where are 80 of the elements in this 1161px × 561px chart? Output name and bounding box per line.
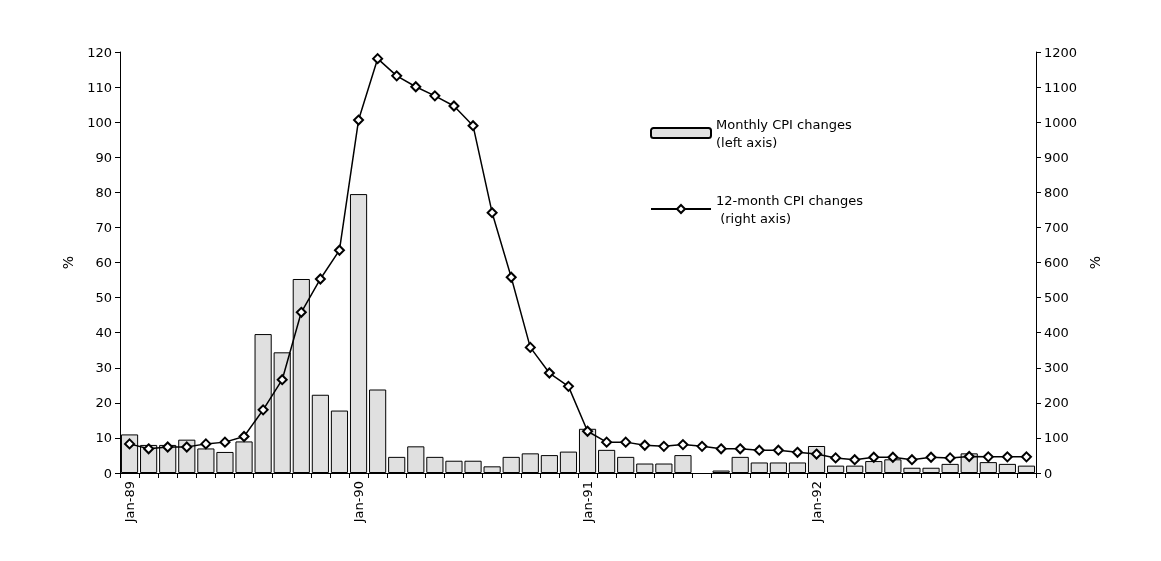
point <box>162 441 174 453</box>
y2-tick-label: 800 <box>1044 184 1069 200</box>
point <box>601 436 613 448</box>
point <box>124 438 136 450</box>
y2-tick-label: 1100 <box>1044 79 1078 95</box>
x-tick-label: Jan-92 <box>809 481 825 524</box>
y2-tick-label: 500 <box>1044 290 1069 306</box>
y-axis-title: % <box>60 255 76 270</box>
point <box>849 454 861 466</box>
point <box>887 451 899 463</box>
y2-tick-label: 700 <box>1044 219 1069 235</box>
point <box>830 452 842 464</box>
point <box>200 438 212 450</box>
point <box>772 444 784 456</box>
point <box>944 452 956 464</box>
point <box>753 444 765 456</box>
point <box>429 90 441 102</box>
point <box>505 271 517 283</box>
x-tick-label: Jan-89 <box>122 481 138 524</box>
point <box>925 451 937 463</box>
y-tick-label: 70 <box>95 219 112 235</box>
y-tick-label: 20 <box>95 395 112 411</box>
y2-tick-label: 200 <box>1044 395 1069 411</box>
point <box>1001 451 1013 463</box>
point <box>562 380 574 392</box>
point <box>143 443 155 455</box>
y-tick-label: 90 <box>95 149 112 165</box>
y-tick-label: 110 <box>87 79 112 95</box>
y-tick-label: 0 <box>103 465 112 481</box>
point <box>734 443 746 455</box>
point <box>982 451 994 463</box>
point <box>219 436 231 448</box>
point <box>791 446 803 458</box>
legend-label: Monthly CPI changes (left axis) <box>716 116 856 150</box>
point <box>410 81 422 93</box>
point <box>353 114 365 126</box>
y-tick-label: 100 <box>87 114 112 130</box>
y2-tick-label: 400 <box>1044 325 1069 341</box>
point <box>868 451 880 463</box>
point <box>181 441 193 453</box>
point <box>448 100 460 112</box>
point <box>677 439 689 451</box>
point <box>486 207 498 219</box>
point <box>1020 451 1032 463</box>
point <box>543 367 555 379</box>
y2-tick-label: 600 <box>1044 255 1069 270</box>
point <box>276 374 288 386</box>
y-tick-label: 10 <box>95 430 112 446</box>
point <box>467 120 479 132</box>
y2-tick-label: 1200 <box>1044 44 1078 60</box>
y-tick-label: 60 <box>95 255 112 270</box>
y2-tick-label: 100 <box>1044 430 1069 446</box>
y-tick-label: 50 <box>95 290 112 306</box>
legend-label: 12-month CPI changes (right axis) <box>716 192 864 226</box>
point <box>658 440 670 452</box>
x-tick-label: Jan-91 <box>580 481 596 524</box>
point <box>715 443 727 455</box>
y-tick-label: 80 <box>95 184 112 200</box>
point <box>696 440 708 452</box>
point <box>238 431 250 443</box>
point <box>582 425 594 437</box>
y2-tick-label: 0 <box>1044 465 1053 481</box>
point <box>639 439 651 451</box>
point <box>257 404 269 416</box>
y-tick-label: 30 <box>95 360 112 376</box>
y2-tick-label: 1000 <box>1044 114 1078 130</box>
point <box>314 273 326 285</box>
y2-axis-title: % <box>1086 255 1103 270</box>
y2-tick-label: 300 <box>1044 360 1069 376</box>
point <box>391 70 403 82</box>
y-tick-label: 120 <box>87 44 112 60</box>
point <box>372 53 384 65</box>
y2-tick-label: 900 <box>1044 149 1069 165</box>
point <box>295 306 307 318</box>
y-tick-label: 40 <box>95 325 112 341</box>
x-tick-label: Jan-90 <box>351 481 367 524</box>
point <box>333 244 345 256</box>
point <box>620 436 632 448</box>
point <box>524 341 536 353</box>
point <box>906 454 918 466</box>
